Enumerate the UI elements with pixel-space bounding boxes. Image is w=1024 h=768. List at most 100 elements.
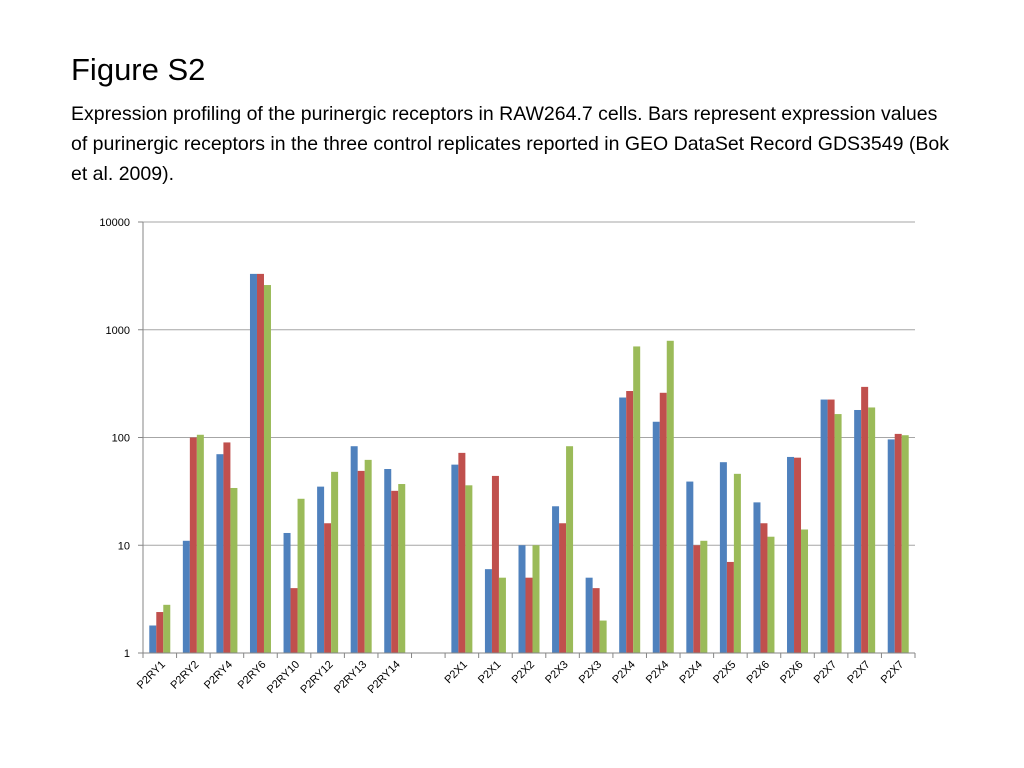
bar <box>599 620 607 653</box>
x-tick-label: P2X3 <box>543 659 571 687</box>
bar <box>861 386 869 653</box>
bar <box>458 452 466 653</box>
y-tick-label: 1 <box>124 648 130 660</box>
bar <box>156 612 164 653</box>
bar <box>868 407 876 653</box>
bar <box>230 487 238 653</box>
bar <box>297 498 305 653</box>
bar <box>189 437 197 653</box>
bar <box>566 446 574 653</box>
bar <box>753 502 761 653</box>
bar <box>626 391 634 653</box>
x-tick-label: P2X7 <box>879 659 907 687</box>
bar <box>391 490 399 653</box>
axes <box>142 222 916 658</box>
x-tick-label: P2X3 <box>577 659 605 687</box>
x-tick-label: P2RY1 <box>135 659 168 692</box>
x-tick-labels: P2RY1 P2RY2 P2RY4 P2RY6P2RY10P2RY12P2RY13P2… <box>135 659 906 696</box>
bar <box>451 464 459 653</box>
bar <box>794 457 802 653</box>
x-tick-label: P2X1 <box>476 659 504 687</box>
figure-title: Figure S2 <box>71 52 206 87</box>
bar <box>834 414 842 653</box>
bar <box>801 529 809 653</box>
bar <box>182 540 190 653</box>
x-tick-label: P2X6 <box>745 659 773 687</box>
y-tick-label: 10000 <box>99 217 130 229</box>
bar <box>518 545 526 653</box>
x-tick-label: P2RY14 <box>366 659 403 696</box>
bar <box>525 577 533 653</box>
bar <box>532 545 540 653</box>
x-tick-label: P2RY12 <box>298 659 335 696</box>
bar <box>317 486 325 653</box>
bar <box>700 540 708 653</box>
x-tick-label: P2X7 <box>845 659 873 687</box>
bar <box>767 536 775 653</box>
bar <box>331 471 339 653</box>
bar <box>686 481 694 653</box>
x-tick-label: P2RY10 <box>265 659 302 696</box>
figure-caption: Expression profiling of the purinergic r… <box>71 103 949 185</box>
x-tick-label: P2X1 <box>442 659 470 687</box>
bar <box>652 421 660 653</box>
bar <box>256 273 264 653</box>
bar <box>552 506 560 653</box>
x-tick-label: P2X4 <box>610 659 638 687</box>
y-tick-label: 1000 <box>106 325 130 337</box>
bar <box>585 577 593 653</box>
x-tick-label: P2X4 <box>677 659 705 687</box>
bar <box>263 285 271 653</box>
bar <box>384 469 392 653</box>
bar <box>350 446 358 653</box>
bar <box>491 475 499 653</box>
x-tick-label: P2RY6 <box>236 659 269 692</box>
bar <box>283 532 291 653</box>
bar <box>887 439 895 653</box>
bar <box>149 625 157 653</box>
x-tick-label: P2X2 <box>510 659 538 687</box>
bar <box>196 434 204 653</box>
bar <box>223 442 231 653</box>
bar <box>465 485 473 653</box>
bar <box>901 435 909 653</box>
bar <box>693 545 701 653</box>
bar <box>820 399 828 653</box>
bars <box>149 273 909 653</box>
bar <box>894 433 902 653</box>
y-tick-labels: 1 10 100 1000 10000 <box>99 217 130 660</box>
bar <box>760 523 768 653</box>
bar <box>364 459 372 653</box>
y-tick-label: 10 <box>118 540 130 552</box>
x-tick-label: P2RY13 <box>332 659 369 696</box>
bar <box>163 604 171 653</box>
bar <box>216 454 224 653</box>
x-tick-label: P2X4 <box>644 659 672 687</box>
bar <box>398 484 406 653</box>
bar <box>484 569 492 653</box>
x-tick-label: P2X5 <box>711 659 739 687</box>
x-tick-label: P2RY4 <box>202 659 235 692</box>
bar <box>666 340 674 653</box>
bar <box>827 399 835 653</box>
bar <box>249 273 257 653</box>
bar <box>498 577 506 653</box>
y-tick-label: 100 <box>112 433 130 445</box>
bar <box>854 409 862 653</box>
bar <box>324 523 332 653</box>
x-tick-label: P2X6 <box>778 659 806 687</box>
bar <box>733 473 741 653</box>
bar <box>559 523 567 653</box>
bar <box>787 456 795 653</box>
bar <box>726 561 734 653</box>
bar <box>357 470 365 653</box>
bar <box>659 392 667 653</box>
x-tick-label: P2X7 <box>812 659 840 687</box>
x-tick-label: P2RY2 <box>168 659 201 692</box>
bar <box>592 588 600 653</box>
bar <box>290 588 298 653</box>
bar <box>619 397 627 653</box>
bar <box>719 462 727 653</box>
bar <box>633 346 641 653</box>
